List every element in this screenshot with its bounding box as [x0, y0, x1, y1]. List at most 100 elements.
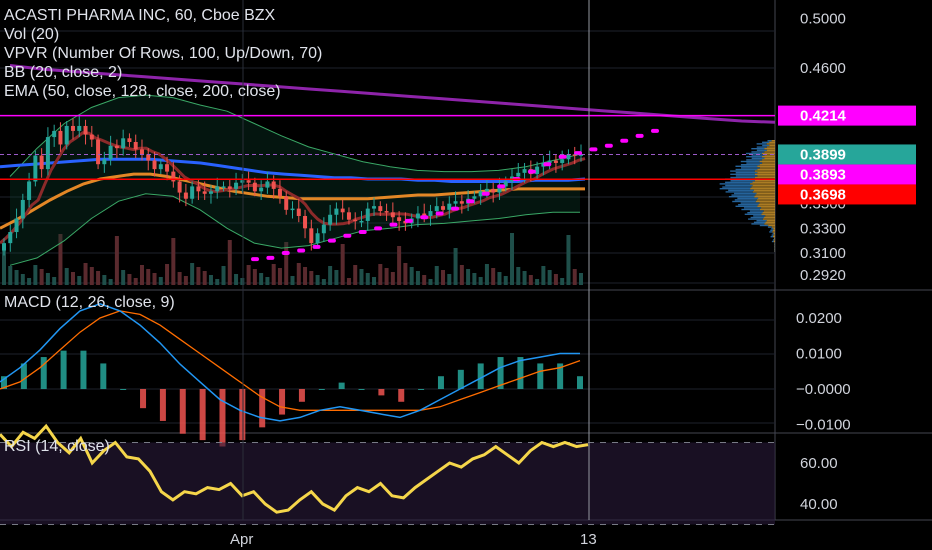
price-badge-bg-1	[778, 144, 916, 165]
vpvr-row-up-53	[759, 224, 769, 227]
vpvr-row-up-1	[762, 141, 770, 143]
volume-bar-23	[146, 269, 151, 285]
candle-body-11	[70, 125, 75, 131]
volume-bar-78	[491, 268, 496, 285]
vpvr-row-down-47	[765, 215, 775, 217]
psar-marker-0	[251, 257, 259, 262]
candle-body-15	[96, 139, 101, 165]
vpvr-row-up-20	[735, 172, 758, 174]
vpvr-row-down-3	[769, 144, 775, 147]
candle-body-30	[190, 186, 195, 199]
vpvr-row-up-49	[748, 218, 763, 220]
price-badge-bg-0	[778, 105, 916, 126]
candle-body-53	[334, 208, 339, 215]
volume-bar-36	[227, 240, 232, 285]
candle-body-20	[127, 138, 132, 142]
vpvr-row-up-34	[731, 194, 756, 196]
candle-body-35	[221, 186, 226, 188]
y-tick-price-4: 0.3100	[800, 245, 846, 262]
candle-body-28	[177, 181, 182, 193]
candle-body-39	[246, 180, 251, 183]
time-axis[interactable]: Apr 13	[230, 0, 597, 548]
psar-marker-13	[451, 206, 459, 211]
vpvr-row-up-12	[746, 159, 763, 161]
price-candles	[2, 116, 583, 256]
candle-body-7	[45, 137, 50, 170]
vpvr-row-up-60	[770, 236, 774, 238]
psar-marker-14	[466, 199, 475, 204]
macd-signal-line	[0, 310, 581, 411]
rsi-band-fill	[0, 442, 775, 525]
vpvr-row-down-23	[754, 176, 775, 179]
y-tick-rsi-0: 60.00	[800, 455, 838, 472]
volume-bar-80	[503, 276, 508, 285]
candle-body-8	[52, 130, 57, 138]
candle-body-38	[240, 180, 245, 183]
chart-title[interactable]: ACASTI PHARMA INC, 60, Cboe BZX	[4, 7, 276, 24]
vpvr-row-down-39	[759, 202, 775, 204]
vpvr-row-down-50	[766, 220, 775, 222]
vpvr-row-up-40	[738, 204, 759, 206]
rsi-line	[0, 423, 589, 514]
indicator-label-rsi[interactable]: RSI (14, close)	[4, 438, 110, 455]
y-tick-macd-3: −0.0100	[796, 417, 851, 434]
candle-body-51	[321, 224, 326, 234]
volume-bar-48	[303, 267, 308, 285]
vpvr-row-down-19	[754, 170, 775, 172]
vpvr-row-down-11	[764, 157, 775, 159]
vpvr-row-up-36	[737, 197, 759, 199]
volume-bar-3	[20, 274, 25, 285]
volume-bar-66	[415, 271, 420, 285]
candle-body-10	[64, 125, 69, 145]
macd-hist-26	[517, 357, 524, 389]
volume-bar-90	[566, 235, 571, 285]
volume-bar-34	[215, 279, 220, 285]
vpvr-row-down-21	[754, 173, 775, 175]
indicator-label-macd[interactable]: MACD (12, 26, close, 9)	[4, 294, 175, 311]
candle-body-68	[428, 211, 433, 216]
vpvr-row-down-52	[764, 223, 775, 225]
volume-bar-28	[177, 272, 182, 285]
candle-body-13	[83, 125, 88, 135]
volume-bar-0	[2, 249, 6, 285]
vpvr-row-down-5	[764, 148, 775, 150]
volume-bar-54	[340, 244, 345, 285]
candle-body-55	[346, 212, 351, 220]
volume-bar-64	[403, 263, 408, 285]
vpvr-row-down-31	[753, 189, 775, 191]
indicator-label-vpvr[interactable]: VPVR (Number Of Rows, 100, Up/Down, 70)	[4, 45, 323, 62]
volume-bar-92	[579, 273, 583, 285]
volume-bar-2	[14, 270, 19, 285]
psar-marker-7	[358, 230, 367, 235]
volume-bar-30	[190, 263, 195, 285]
psar-marker-22	[589, 147, 598, 152]
candle-body-27	[171, 171, 176, 182]
vpvr-row-down-59	[773, 234, 775, 236]
volume-bar-61	[384, 268, 389, 285]
indicator-label-bb[interactable]: BB (20, close, 2)	[4, 64, 123, 81]
candle-body-58	[365, 208, 370, 221]
volume-bar-22	[139, 265, 144, 285]
candle-body-52	[328, 214, 333, 225]
candle-body-34	[215, 186, 220, 192]
vpvr-row-down-25	[754, 180, 775, 182]
vpvr-row-down-53	[768, 224, 775, 227]
volume-bar-65	[409, 267, 414, 285]
macd-hist-0	[1, 376, 7, 389]
vpvr-row-up-56	[770, 229, 773, 231]
volume-bar-29	[183, 276, 188, 285]
macd-hist-9	[179, 389, 186, 434]
candle-body-16	[102, 159, 107, 165]
vpvr-row-up-26	[725, 181, 753, 183]
psar-marker-18	[527, 169, 536, 174]
vpvr-row-down-57	[772, 231, 775, 233]
price-axis[interactable]: 0.50000.46000.35000.33000.31000.29200.02…	[796, 11, 851, 513]
volume-bar-73	[459, 265, 464, 285]
vpvr-row-down-0	[771, 140, 775, 142]
indicator-label-ema[interactable]: EMA (50, close, 128, close, 200, close)	[4, 83, 281, 100]
volume-bar-88	[553, 274, 558, 285]
indicator-label-vol[interactable]: Vol (20)	[4, 26, 60, 43]
vpvr-histogram	[719, 140, 775, 252]
price-badges: 0.4214 0.3899 0.3893 0.3698	[778, 105, 916, 205]
